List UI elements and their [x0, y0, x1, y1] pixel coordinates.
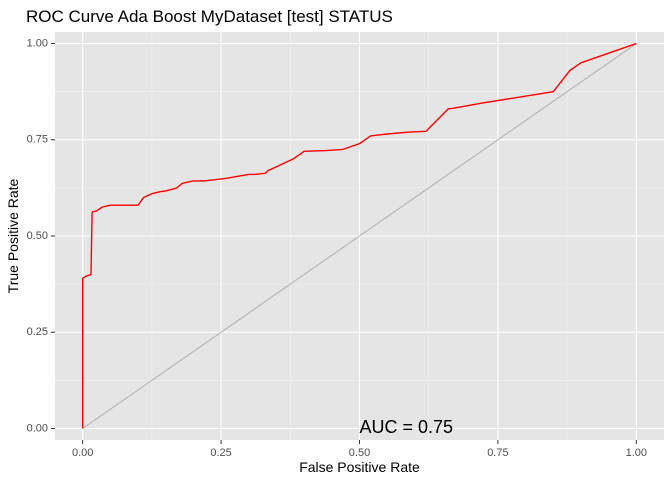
y-axis: 0.00 0.25 0.50 0.75 1.00	[27, 37, 55, 434]
y-tick-label: 1.00	[27, 37, 48, 49]
chart-title: ROC Curve Ada Boost MyDataset [test] STA…	[26, 7, 393, 26]
y-tick-label: 0.25	[27, 326, 48, 338]
x-tick-label: 1.00	[626, 447, 647, 459]
x-tick-label: 0.00	[72, 447, 93, 459]
y-axis-title: True Positive Rate	[5, 178, 21, 293]
auc-annotation: AUC = 0.75	[360, 417, 454, 437]
x-tick-label: 0.75	[487, 447, 508, 459]
roc-curve-line	[81, 42, 637, 429]
x-tick-label: 0.50	[349, 447, 370, 459]
y-tick-label: 0.75	[27, 134, 48, 146]
y-tick-label: 0.00	[27, 422, 48, 434]
x-axis: 0.00 0.25 0.50 0.75 1.00	[72, 440, 647, 459]
y-tick-label: 0.50	[27, 230, 48, 242]
annotation-layer: AUC = 0.75	[360, 417, 454, 437]
series-layer	[81, 42, 637, 429]
x-axis-title: False Positive Rate	[299, 459, 420, 475]
x-tick-label: 0.25	[210, 447, 231, 459]
diagonal-reference-line	[82, 43, 637, 429]
